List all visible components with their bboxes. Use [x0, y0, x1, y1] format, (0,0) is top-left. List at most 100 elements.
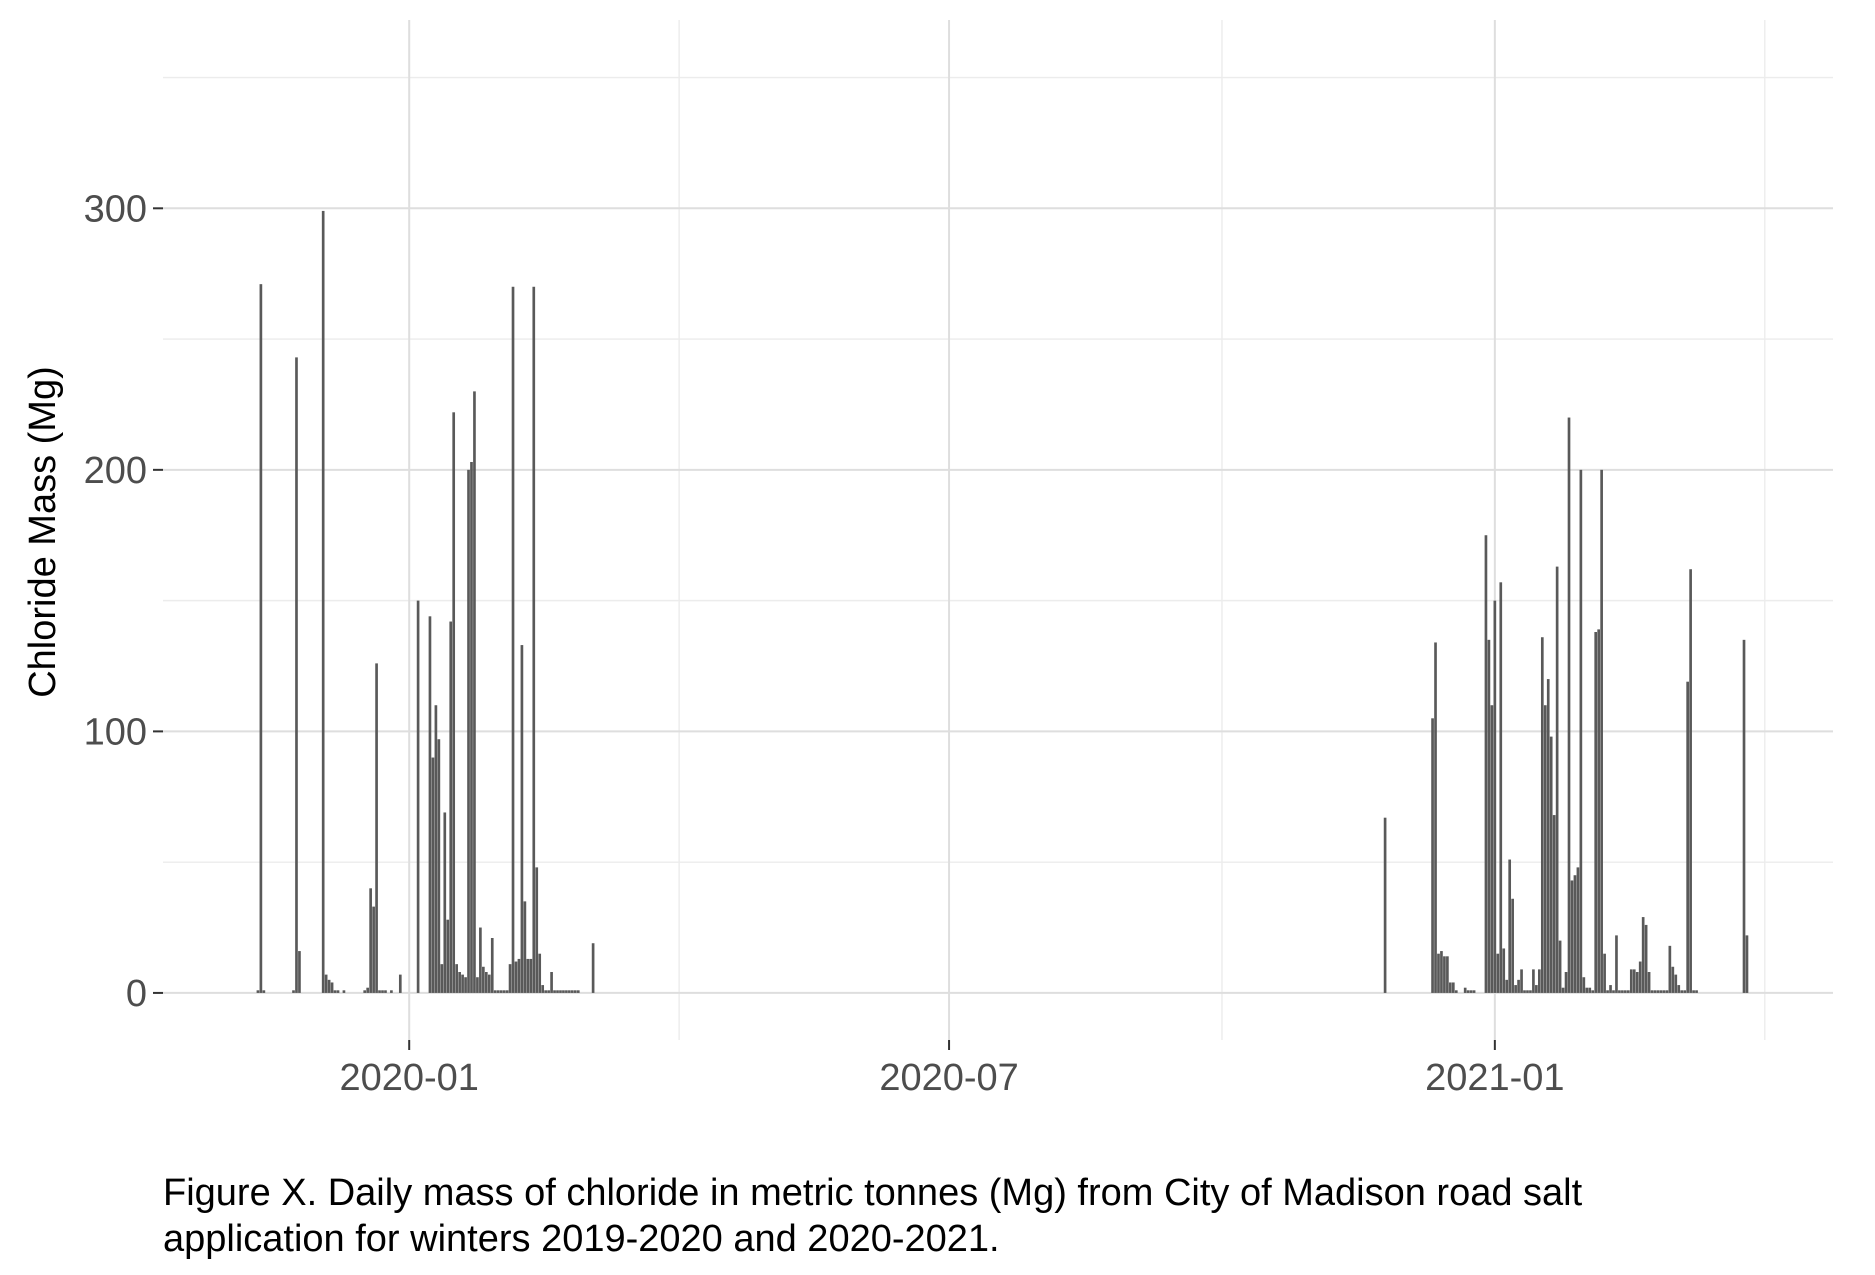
bar-2020-02-09: [523, 901, 527, 993]
bar-2021-01-21: [1552, 815, 1556, 993]
bar-2020-01-04: [416, 600, 420, 993]
bar-2021-03-01: [1668, 945, 1672, 993]
bar-2021-01-27: [1570, 880, 1574, 993]
bar-2020-12-22: [1463, 987, 1467, 993]
bar-2019-11-25: [298, 951, 301, 993]
bar-2020-01-11: [437, 739, 441, 993]
bar-2021-02-06: [1600, 469, 1603, 993]
bar-2021-02-02: [1588, 987, 1592, 993]
bar-2021-01-01: [1493, 600, 1497, 993]
bar-2021-01-03: [1499, 582, 1503, 993]
bar-2021-01-02: [1496, 953, 1500, 993]
bar-2020-02-16: [544, 990, 547, 993]
bar-2021-02-27: [1662, 990, 1666, 993]
bar-2021-02-12: [1618, 990, 1621, 993]
bar-2020-01-23: [473, 391, 476, 993]
bar-2019-11-12: [259, 284, 263, 993]
bar-2020-02-23: [565, 990, 568, 993]
bar-2020-02-01: [499, 990, 503, 993]
bar-2020-12-31: [1490, 705, 1494, 993]
bar-2020-01-17: [455, 964, 458, 993]
bar-2020-02-02: [502, 990, 506, 993]
bar-2021-03-26: [1742, 639, 1746, 993]
bar-2021-03-06: [1683, 990, 1687, 993]
bar-2021-01-09: [1517, 979, 1520, 993]
bar-2021-03-09: [1692, 990, 1695, 993]
bar-2021-01-22: [1555, 566, 1559, 993]
bar-2021-01-24: [1561, 987, 1565, 993]
bar-2020-01-30: [493, 990, 497, 993]
bar-2019-12-17: [363, 990, 367, 993]
bar-2020-01-15: [449, 621, 453, 993]
bar-2020-11-25: [1383, 817, 1387, 993]
chloride-bar-chart: 0 100 200 300 2020-01 2020-07 2021-01 Chlorid…: [22, 20, 1833, 1099]
bar-2021-02-15: [1626, 990, 1630, 993]
bar-2021-01-11: [1523, 990, 1526, 993]
bar-2020-12-11: [1431, 718, 1434, 993]
bar-2020-01-19: [461, 974, 464, 993]
caption-line-1: Figure X. Daily mass of chloride in metr…: [163, 1172, 1583, 1214]
bar-2020-02-17: [547, 990, 550, 993]
bar-2020-12-17: [1449, 982, 1452, 993]
bar-2021-02-21: [1644, 924, 1648, 993]
bar-2020-01-29: [490, 938, 494, 993]
bar-2020-02-22: [562, 990, 565, 993]
bar-2019-12-22: [378, 990, 381, 993]
bar-2021-02-07: [1603, 953, 1606, 993]
bar-2020-02-04: [508, 964, 512, 993]
bar-2021-02-26: [1659, 990, 1663, 993]
x-tick-label: 2020-07: [879, 1057, 1018, 1099]
bar-2021-02-04: [1594, 632, 1598, 993]
bar-2021-01-31: [1582, 977, 1586, 993]
bar-2021-01-23: [1558, 940, 1562, 993]
bar-2021-03-10: [1695, 990, 1698, 993]
panel-background: [163, 20, 1833, 1040]
bar-2021-01-06: [1508, 859, 1512, 993]
bar-2020-01-18: [458, 972, 461, 993]
bar-2020-01-16: [452, 412, 456, 993]
bar-2020-01-13: [443, 812, 447, 993]
bar-2021-01-07: [1511, 898, 1514, 993]
bars-group: [256, 210, 1749, 993]
bar-2020-02-18: [550, 972, 553, 993]
bar-2021-03-07: [1686, 681, 1689, 993]
bar-2020-12-12: [1434, 642, 1437, 993]
bar-2020-02-05: [511, 286, 515, 993]
bar-2021-01-18: [1543, 705, 1547, 993]
bar-2019-11-23: [292, 990, 295, 993]
bar-2019-12-05: [327, 979, 331, 993]
bar-2020-12-16: [1446, 956, 1449, 993]
bar-2020-12-29: [1484, 535, 1488, 993]
bar-2020-01-08: [428, 616, 432, 993]
bar-2019-12-08: [336, 990, 340, 993]
bar-2021-02-20: [1641, 917, 1645, 993]
bar-2020-12-30: [1487, 639, 1491, 993]
bar-2021-01-10: [1520, 969, 1523, 993]
bar-2020-03-03: [591, 943, 595, 993]
bar-2021-03-04: [1677, 985, 1681, 993]
bar-2020-01-20: [464, 977, 467, 993]
bar-2020-02-26: [573, 990, 577, 993]
bar-2019-11-24: [295, 357, 298, 993]
bar-2020-01-10: [434, 705, 438, 993]
bar-2020-01-25: [479, 927, 482, 993]
bar-2021-02-22: [1647, 972, 1651, 993]
bar-2020-02-12: [532, 286, 536, 993]
bar-2020-12-14: [1440, 951, 1443, 993]
bar-2019-12-19: [369, 888, 372, 993]
bar-2020-02-14: [538, 953, 542, 993]
bar-2021-01-26: [1567, 417, 1571, 993]
bar-2020-02-27: [576, 990, 580, 993]
bar-2021-01-20: [1549, 736, 1553, 993]
bar-2020-02-20: [556, 990, 559, 993]
bar-2021-02-17: [1632, 969, 1636, 993]
bar-2021-01-28: [1573, 875, 1577, 993]
bar-2019-11-11: [256, 990, 260, 993]
bar-2019-12-20: [372, 906, 375, 993]
bar-2020-12-15: [1443, 956, 1446, 993]
bar-2020-12-18: [1451, 982, 1455, 993]
bar-2021-02-16: [1629, 969, 1633, 993]
bar-2020-01-31: [496, 990, 500, 993]
bar-2021-01-19: [1546, 679, 1550, 993]
bar-2021-01-17: [1540, 637, 1544, 993]
